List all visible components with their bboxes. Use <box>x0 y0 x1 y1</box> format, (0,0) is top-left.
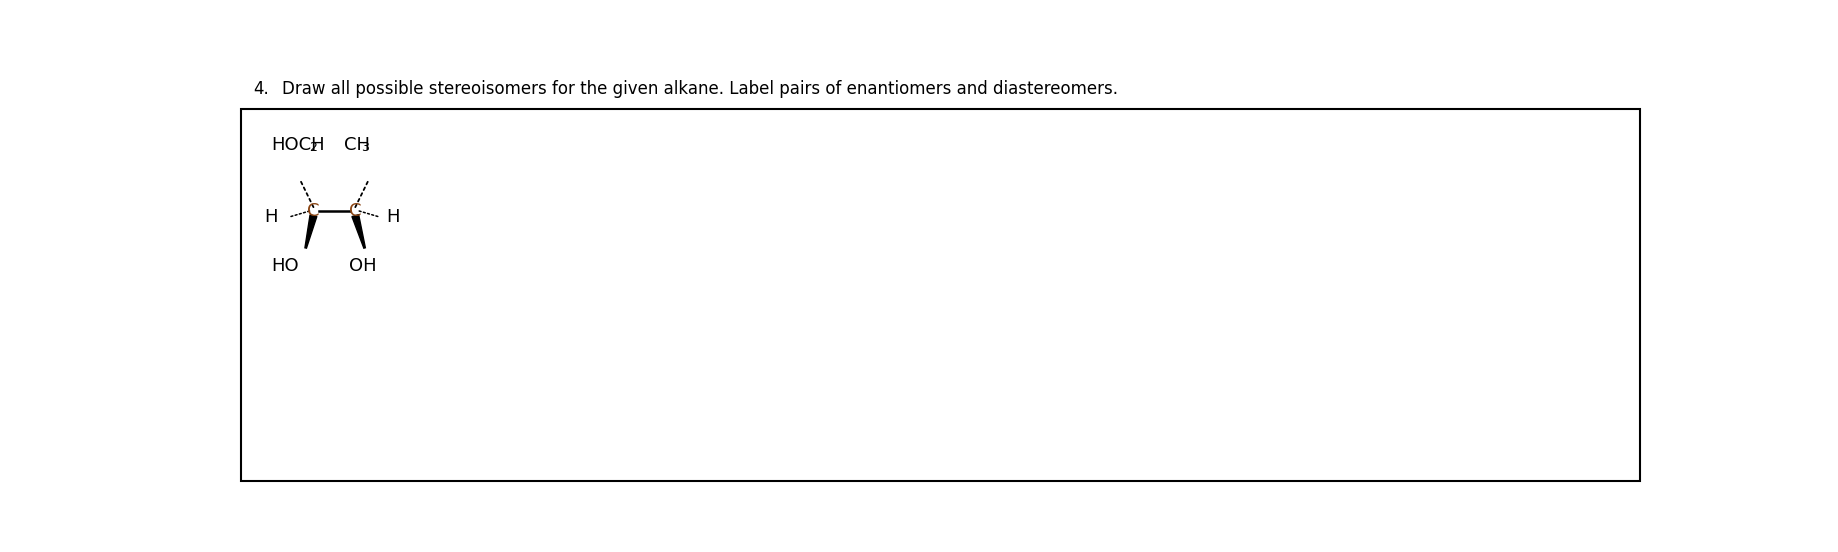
Text: H: H <box>386 208 401 226</box>
Text: HOCH: HOCH <box>272 136 325 154</box>
Text: Draw all possible stereoisomers for the given alkane. Label pairs of enantiomers: Draw all possible stereoisomers for the … <box>283 80 1119 98</box>
Text: CH: CH <box>344 136 369 154</box>
Text: 2: 2 <box>309 141 318 155</box>
Text: HO: HO <box>272 257 300 275</box>
Text: OH: OH <box>349 257 377 275</box>
Text: H: H <box>265 208 278 226</box>
Polygon shape <box>351 215 366 248</box>
Text: C: C <box>307 202 320 220</box>
Text: C: C <box>349 202 362 220</box>
Text: 3: 3 <box>362 141 369 155</box>
Polygon shape <box>305 215 316 248</box>
Text: 4.: 4. <box>254 80 268 98</box>
